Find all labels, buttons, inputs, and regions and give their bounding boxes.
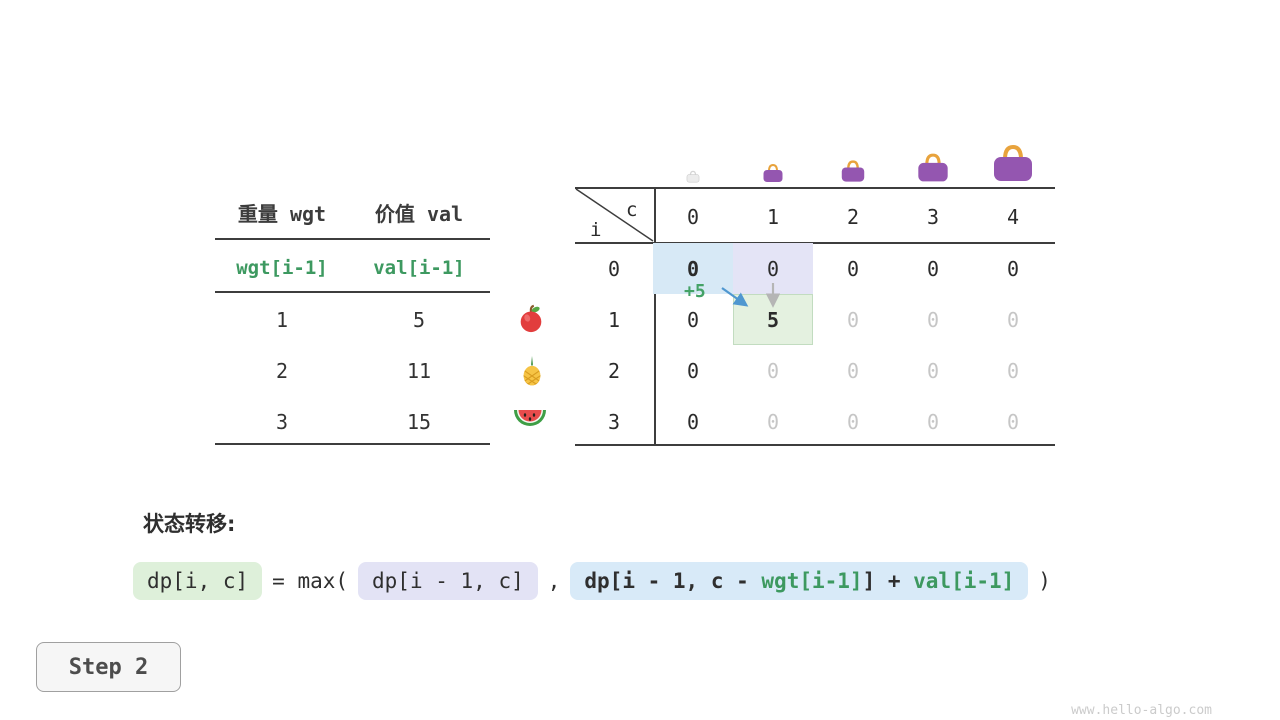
bag-small-icon xyxy=(762,163,784,183)
dp-corner-col-var: c xyxy=(626,199,638,221)
item-value: 11 xyxy=(406,359,432,383)
item-value: 15 xyxy=(406,410,432,434)
site-watermark: www.hello-algo.com xyxy=(1071,703,1212,718)
item-weight: 2 xyxy=(275,359,289,383)
formula-arg1-pill: dp[i - 1, c] xyxy=(358,562,538,600)
formula-arg2-wgt: wgt[i-1] xyxy=(761,569,863,593)
dp-row-header: 0 xyxy=(607,256,621,281)
dp-cell: 0 xyxy=(686,307,700,332)
dp-cell: 0 xyxy=(926,307,940,332)
dp-row-header: 2 xyxy=(607,358,621,383)
dp-col-header: 4 xyxy=(1006,205,1020,229)
formula-arg2-prefix: dp[i - 1, c - xyxy=(584,569,762,593)
dp-col-header: 1 xyxy=(766,205,780,229)
dp-cell: 0 xyxy=(1006,307,1020,332)
dp-cell: 0 xyxy=(846,307,860,332)
bag-large-icon xyxy=(916,152,950,183)
formula-arg2-mid: ] + xyxy=(862,569,914,593)
dp-cell: 0 xyxy=(766,409,780,434)
dp-cell: 0 xyxy=(766,358,780,383)
dp-corner-diagonal xyxy=(575,188,654,242)
step-badge: Step 2 xyxy=(36,642,181,692)
dp-cell: 0 xyxy=(1006,358,1020,383)
items-var-value: val[i-1] xyxy=(373,257,465,279)
items-header-weight: 重量 wgt xyxy=(237,202,327,226)
dp-cell: 0 xyxy=(926,256,940,281)
dp-corner-row-var: i xyxy=(590,219,602,241)
apple-icon xyxy=(516,303,546,333)
dp-cell-source-keep: 0 xyxy=(653,243,733,294)
dp-table-vertical-line xyxy=(654,187,656,446)
watermelon-icon xyxy=(512,406,548,432)
dp-cell: 0 xyxy=(846,358,860,383)
dp-cell: 0 xyxy=(686,358,700,383)
items-table-divider-mid xyxy=(215,291,490,293)
dp-cell: 0 xyxy=(1006,409,1020,434)
items-header-value: 价值 val xyxy=(374,202,464,226)
bag-empty-icon xyxy=(686,170,700,183)
formula-lhs-pill: dp[i, c] xyxy=(133,562,263,600)
state-transition-label: 状态转移: xyxy=(143,512,236,536)
transfer-annotation: +5 xyxy=(684,281,706,302)
dp-table-bottom-line xyxy=(575,444,1055,446)
formula-arg2-pill: dp[i - 1, c - wgt[i-1]] + val[i-1] xyxy=(570,562,1029,600)
dp-row-header: 3 xyxy=(607,409,621,434)
dp-table-header-line xyxy=(575,242,1055,244)
dp-cell: 0 xyxy=(846,256,860,281)
bag-xlarge-icon xyxy=(991,143,1035,183)
formula-eq-max: = max( xyxy=(272,569,349,593)
dp-cell-target: 5 xyxy=(733,294,813,345)
dp-col-header: 2 xyxy=(846,205,860,229)
dp-col-header: 0 xyxy=(686,205,700,229)
dp-cell-source-skip: 0 xyxy=(733,243,813,294)
item-weight: 3 xyxy=(275,410,289,434)
dp-cell: 0 xyxy=(926,358,940,383)
dp-row-header: 1 xyxy=(607,307,621,332)
pineapple-icon xyxy=(517,355,547,387)
formula-arg2-val: val[i-1] xyxy=(913,569,1015,593)
items-table-divider-bottom xyxy=(215,443,490,445)
dp-cell: 0 xyxy=(846,409,860,434)
dp-col-header: 3 xyxy=(926,205,940,229)
dp-table-top-line xyxy=(575,187,1055,189)
dp-cell: 0 xyxy=(686,409,700,434)
dp-cell: 0 xyxy=(1006,256,1020,281)
state-transition-formula: dp[i, c] = max( dp[i - 1, c] , dp[i - 1,… xyxy=(133,558,1051,604)
dp-cell: 0 xyxy=(926,409,940,434)
formula-close-paren: ) xyxy=(1038,569,1051,593)
items-var-weight: wgt[i-1] xyxy=(236,257,328,279)
formula-comma: , xyxy=(547,569,561,593)
bag-medium-icon xyxy=(840,159,866,183)
item-value: 5 xyxy=(412,308,426,332)
item-weight: 1 xyxy=(275,308,289,332)
items-table-divider-top xyxy=(215,238,490,240)
